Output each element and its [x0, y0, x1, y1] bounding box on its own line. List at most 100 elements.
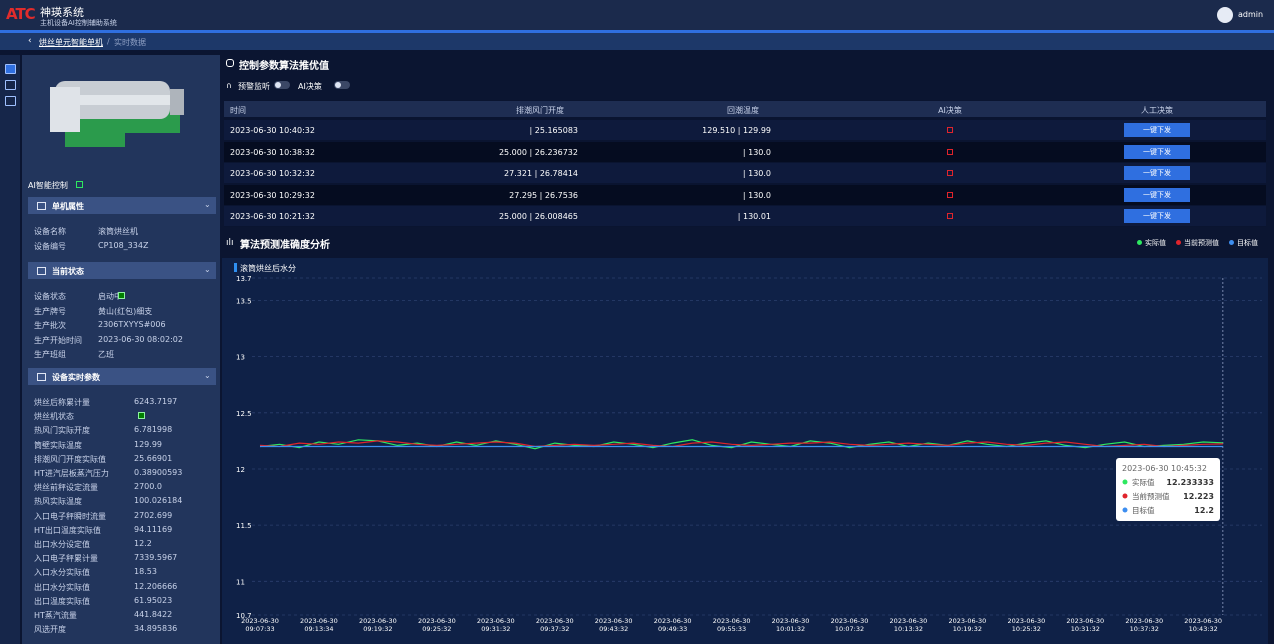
- tooltip-label: 目标值: [1132, 505, 1155, 515]
- chart-subtitle: 滚筒烘丝后水分: [240, 263, 296, 273]
- column-header: 回潮温度: [727, 106, 759, 115]
- column-header: AI决策: [938, 106, 962, 115]
- user-name[interactable]: admin: [1238, 10, 1264, 19]
- cell-time: 2023-06-30 10:40:32: [230, 126, 315, 135]
- table-header-bg: [224, 101, 1266, 117]
- rail-icon[interactable]: [5, 80, 16, 90]
- param-label: 设备名称: [34, 227, 66, 236]
- param-label: 设备编号: [34, 241, 66, 251]
- breadcrumb-current: 实时数据: [114, 38, 146, 47]
- section-header[interactable]: [28, 368, 216, 385]
- param-value: 12.2: [134, 539, 152, 548]
- legend-label[interactable]: 实际值: [1145, 239, 1166, 247]
- param-value: 黄山(红包)细支: [98, 306, 153, 316]
- param-value: 129.99: [134, 439, 162, 449]
- toggle-switch[interactable]: [334, 81, 350, 89]
- chart-icon: ılı: [226, 238, 234, 248]
- toggle-switch[interactable]: [274, 81, 290, 89]
- cell-damper: 25.000 | 26.236732: [498, 147, 578, 157]
- table-row: [224, 163, 1266, 183]
- rail-icon[interactable]: [5, 64, 16, 74]
- param-value: 6.781998: [134, 425, 173, 435]
- cell-temp: | 130.01: [737, 212, 771, 221]
- tooltip-box: [1116, 458, 1220, 521]
- section-title: 设备实时参数: [52, 373, 100, 382]
- legend-dot: [1229, 240, 1234, 245]
- headset-icon: ∩: [226, 81, 232, 90]
- breadcrumb-bar: [0, 33, 1274, 50]
- tooltip-dot: [1122, 479, 1128, 485]
- param-label: 生产牌号: [34, 306, 66, 316]
- y-tick-label: 11: [236, 578, 245, 586]
- param-label: 入口电子秤瞬时流量: [34, 511, 106, 521]
- y-tick-label: 12.5: [236, 410, 252, 418]
- param-label: 出口水分实际值: [34, 582, 90, 592]
- section-icon: [37, 202, 46, 210]
- cell-temp: | 130.0: [742, 190, 771, 200]
- param-value: 0.38900593: [134, 468, 183, 477]
- param-value: 34.895836: [134, 624, 178, 634]
- action-button[interactable]: 一键下发: [1124, 209, 1190, 223]
- cell-damper: 27.295 | 26.7536: [509, 190, 578, 200]
- action-button[interactable]: 一键下发: [1124, 144, 1190, 159]
- toggle-knob: [335, 82, 341, 88]
- param-value: 启动中: [98, 292, 122, 301]
- action-button[interactable]: 一键下发: [1124, 166, 1190, 180]
- chart: 滚筒烘丝后水分 10.7 11 11.5 12 12.5 13 13.5 13.7 2023-06…: [234, 263, 1262, 633]
- param-value: 2306TXYYS#006: [98, 320, 166, 330]
- table-row: [224, 120, 1266, 140]
- param-label: 出口水分设定值: [34, 540, 90, 549]
- section-chevron: ⌄: [204, 371, 211, 380]
- legend-dot: [1176, 240, 1181, 245]
- status-indicator: [117, 292, 125, 299]
- x-tick-label: 2023-06-30 09:07:33: [241, 617, 279, 633]
- table-row: [224, 184, 1266, 205]
- legend-label[interactable]: 当前预测值: [1184, 239, 1219, 247]
- section-header[interactable]: [28, 197, 216, 214]
- app-title: 神瑛系统: [40, 6, 84, 19]
- section-icon: [226, 59, 234, 67]
- section-title: 单机属性: [52, 202, 84, 211]
- legend-dot: [1137, 240, 1142, 245]
- legend-label[interactable]: 目标值: [1237, 239, 1258, 247]
- param-label: 烘丝机状态: [34, 412, 74, 422]
- header-bar: [0, 0, 1274, 30]
- param-value: 2023-06-30 08:02:02: [98, 334, 183, 344]
- breadcrumb-sep: /: [107, 37, 110, 46]
- section-icon: [37, 267, 46, 275]
- param-value: 2702.699: [134, 510, 173, 520]
- toggle-label: AI决策: [298, 82, 322, 91]
- param-value: 12.206666: [134, 581, 178, 591]
- x-tick-label: 2023-06-30 09:25:32: [418, 617, 456, 633]
- y-tick-label: 10.7: [236, 612, 252, 620]
- chart-title: 算法预测准确度分析: [240, 240, 330, 251]
- breadcrumb-parent[interactable]: 烘丝单元智能单机: [39, 38, 103, 47]
- cell-temp: | 130.0: [742, 147, 771, 157]
- back-icon: ‹: [28, 36, 32, 46]
- tooltip-dot: [1122, 493, 1128, 499]
- x-tick-label: 2023-06-30 10:13:32: [890, 617, 928, 633]
- toggle-label: 预警监听: [238, 82, 270, 91]
- action-button[interactable]: 一键下发: [1124, 123, 1190, 137]
- left-panel: [22, 55, 220, 644]
- accent-bar: [0, 30, 1274, 33]
- action-button[interactable]: 一键下发: [1124, 187, 1190, 202]
- section-chevron: ⌄: [204, 265, 211, 274]
- cell-time: 2023-06-30 10:29:32: [230, 190, 315, 200]
- x-tick-label: 2023-06-30 10:43:32: [1184, 617, 1222, 633]
- param-value: 25.66901: [134, 453, 173, 463]
- cell-damper: 27.321 | 26.78414: [504, 169, 578, 178]
- section-header[interactable]: [28, 262, 216, 279]
- cell-time: 2023-06-30 10:21:32: [230, 212, 315, 221]
- ai-indicator: [76, 181, 83, 188]
- param-label: 入口电子秤累计量: [34, 554, 98, 564]
- cell-temp: | 130.0: [742, 169, 771, 178]
- rail-icon[interactable]: [5, 96, 16, 106]
- x-tick-label: 2023-06-30 10:37:32: [1125, 617, 1163, 633]
- param-label: HT出口温度实际值: [34, 525, 101, 535]
- table-row: [224, 141, 1266, 162]
- param-label: 排潮风门开度实际值: [34, 454, 106, 464]
- param-label: 生产批次: [34, 321, 66, 331]
- toggle-knob: [275, 82, 281, 88]
- x-tick-label: 2023-06-30 09:13:34: [300, 617, 338, 633]
